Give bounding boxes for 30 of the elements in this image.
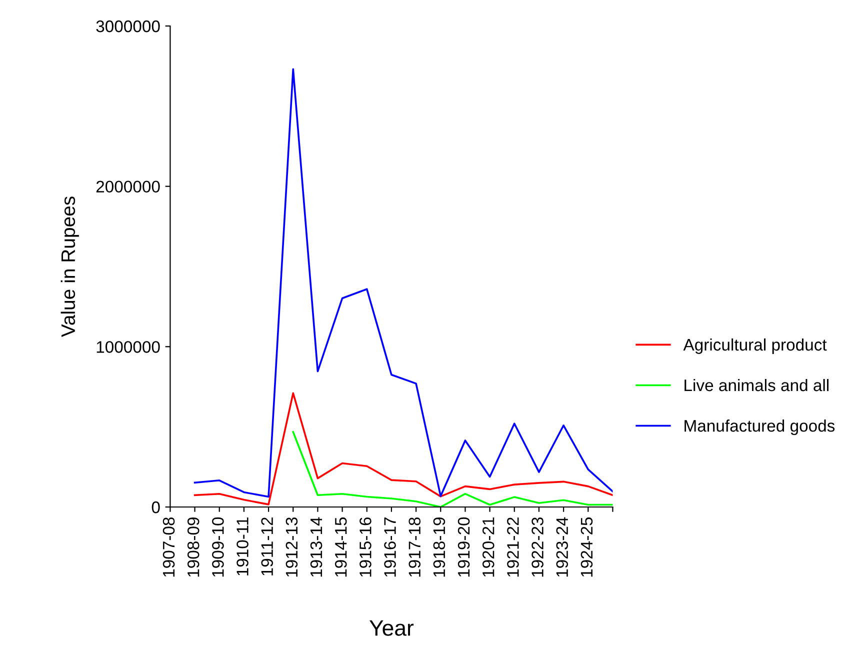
x-tick-label: 1917-18 [408, 517, 421, 577]
y-tick-label: 3000000 [96, 20, 160, 32]
x-tick-label: 1921-22 [507, 518, 519, 577]
x-tick-label: 1924-25 [580, 517, 593, 577]
x-tick-label: 1918-19 [433, 518, 446, 577]
line-series [292, 431, 613, 507]
x-tick-label: 1909-10 [212, 517, 224, 577]
x-tick-label: 1911-12 [261, 518, 274, 576]
x-tick-label: 1919-20 [458, 517, 470, 577]
x-tick-label: 1920-21 [482, 518, 494, 577]
y-tick-label: 2000000 [96, 180, 160, 193]
legend-label: Manufactured goods [684, 420, 835, 436]
x-tick-label: 1908-09 [187, 518, 200, 577]
x-tick-label: 1910-11 [236, 518, 248, 576]
line-series [194, 392, 613, 506]
y-tick-label: 1000000 [96, 341, 160, 353]
line-series [194, 68, 613, 498]
x-tick-label: 1923-24 [556, 517, 568, 577]
legend-label: Live animals and all [684, 378, 828, 392]
x-tick-label: 1907-08 [162, 517, 175, 577]
x-tick-label: 1912-13 [286, 517, 298, 577]
x-axis-title: Year [369, 620, 414, 636]
x-tick-label: 1913-14 [310, 517, 322, 577]
x-tick-label: 1914-15 [334, 517, 347, 577]
x-tick-label: 1922-23 [532, 517, 544, 577]
y-tick-label: 0 [152, 501, 160, 514]
y-axis-title: Value in Rupees [60, 196, 79, 338]
x-tick-label: 1916-17 [384, 518, 396, 577]
legend-label: Agricultural product [683, 338, 827, 354]
x-tick-label: 1915-16 [360, 517, 372, 577]
